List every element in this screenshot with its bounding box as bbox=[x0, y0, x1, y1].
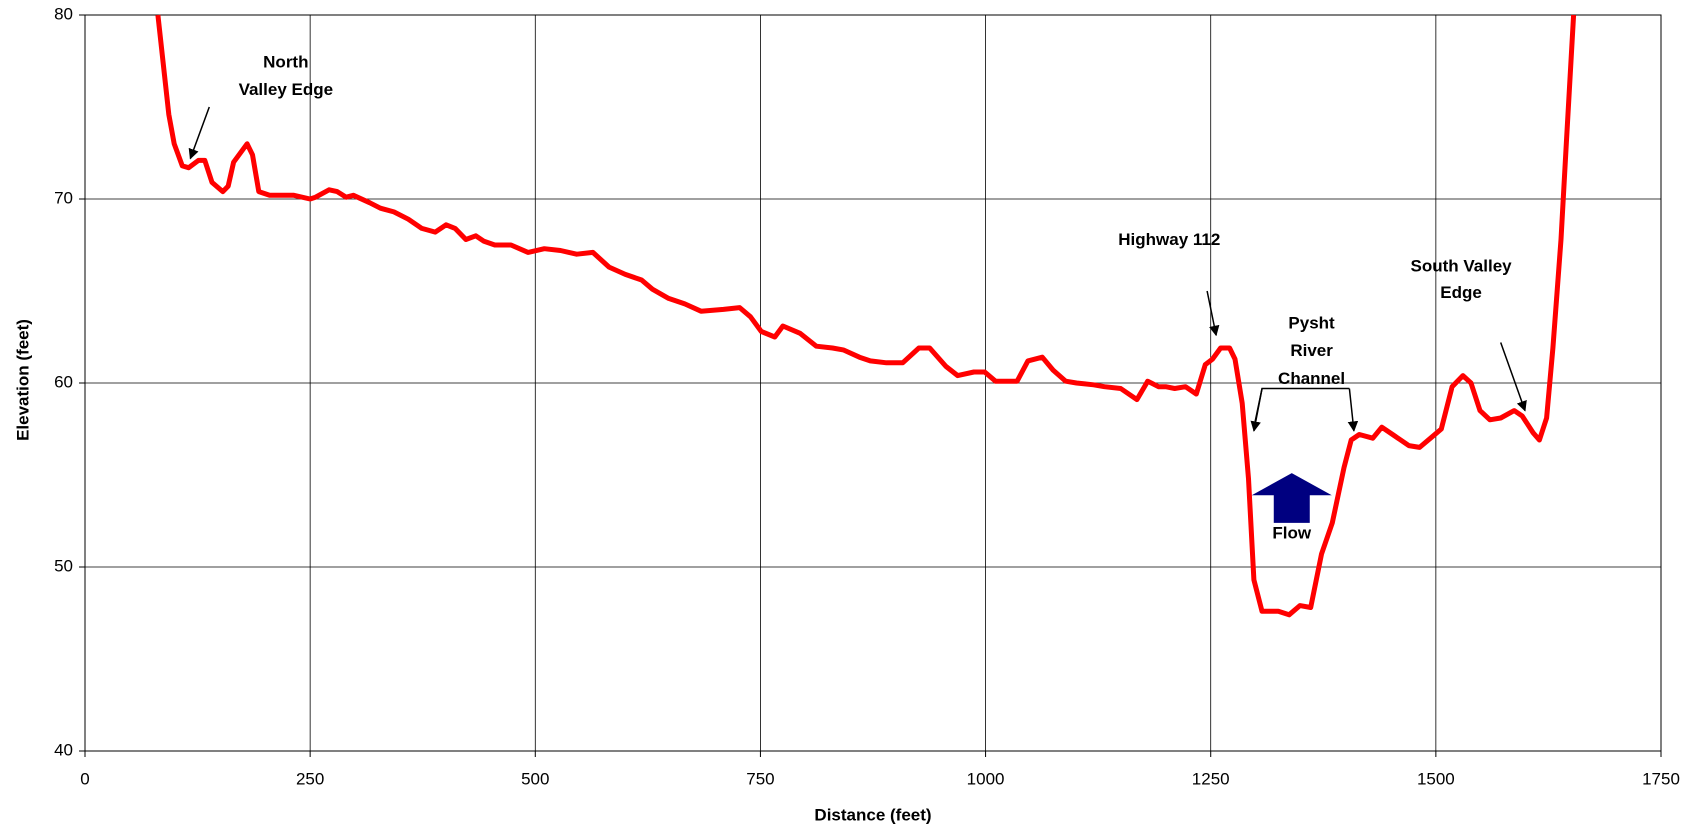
annotation-arrow bbox=[188, 106, 210, 160]
elevation-line bbox=[155, 14, 1577, 618]
x-tick-label: 750 bbox=[746, 769, 774, 788]
x-axis-title: Distance (feet) bbox=[814, 805, 931, 824]
x-tick-label: 1250 bbox=[1192, 769, 1230, 788]
annotation-bracket bbox=[1253, 387, 1350, 428]
annotation: Pysht bbox=[1288, 314, 1335, 333]
annotation-arrow bbox=[1499, 342, 1527, 412]
annotation: Highway 112 bbox=[1118, 230, 1220, 249]
y-tick-label: 70 bbox=[54, 188, 73, 207]
y-tick-label: 80 bbox=[54, 4, 73, 23]
annotation: Edge bbox=[1440, 283, 1482, 302]
x-tick-label: 1500 bbox=[1417, 769, 1455, 788]
annotation-arrow bbox=[1347, 388, 1359, 432]
annotation: South Valley bbox=[1411, 257, 1513, 276]
annotation-arrow bbox=[1206, 290, 1220, 337]
x-tick-label: 500 bbox=[521, 769, 549, 788]
annotation-arrow bbox=[1250, 388, 1263, 432]
y-axis-title: Elevation (feet) bbox=[13, 319, 32, 441]
x-tick-label: 250 bbox=[296, 769, 324, 788]
y-tick-label: 60 bbox=[54, 372, 73, 391]
flow-arrow bbox=[1251, 473, 1332, 523]
annotation: Valley Edge bbox=[239, 80, 334, 99]
annotation: River bbox=[1290, 341, 1333, 360]
annotation: North bbox=[263, 52, 308, 71]
y-tick-label: 40 bbox=[54, 740, 73, 759]
annotation: Flow bbox=[1272, 523, 1311, 542]
annotation: Channel bbox=[1278, 369, 1345, 388]
x-tick-label: 1000 bbox=[967, 769, 1005, 788]
x-tick-label: 1750 bbox=[1642, 769, 1680, 788]
x-tick-label: 0 bbox=[80, 769, 89, 788]
plot-border bbox=[84, 14, 1662, 752]
y-tick-label: 50 bbox=[54, 556, 73, 575]
